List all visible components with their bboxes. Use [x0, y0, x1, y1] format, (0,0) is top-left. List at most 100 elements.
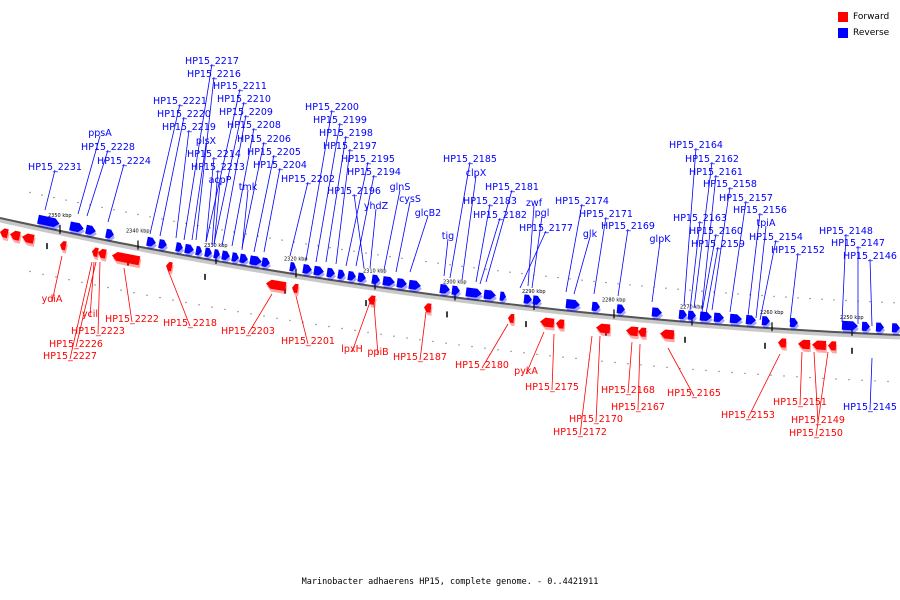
forward-gene-arrow: [626, 326, 639, 337]
leader-line: [213, 182, 221, 247]
forward-gene-arrow: [812, 340, 827, 350]
leader-line: [869, 357, 873, 411]
gene-label: HP15_2224: [97, 156, 151, 167]
scale-dot: [773, 295, 775, 298]
gene-label: lpxH: [341, 344, 362, 355]
scale-dot: [329, 247, 331, 249]
reverse-gene-arrow: [261, 257, 270, 267]
reverse-gene-arrow: [523, 294, 532, 304]
gene-label: ppiB: [367, 347, 388, 358]
scale-dot: [523, 352, 525, 354]
scale-dot: [593, 280, 595, 283]
scale-dot: [725, 292, 727, 294]
leader-line: [205, 88, 241, 243]
scale-dot: [406, 337, 408, 339]
scale-dot: [677, 288, 679, 290]
reverse-gene-arrow: [789, 317, 798, 328]
kbp-tick-label: 2250 kbp: [840, 315, 864, 321]
scale-dot: [848, 379, 850, 381]
scale-dot: [449, 264, 451, 266]
reverse-gene-arrow: [465, 287, 482, 298]
reverse-gene-arrow: [195, 245, 202, 256]
backbone-shadow: [0, 217, 900, 340]
scale-dot: [269, 237, 271, 239]
scale-dot: [107, 286, 109, 289]
leader-line: [481, 323, 509, 369]
scale-dot: [731, 371, 733, 374]
forward-gene-arrow: [596, 323, 611, 334]
scale-dot: [497, 349, 499, 351]
kbp-tick-label: 2330 kbp: [204, 243, 228, 249]
reverse-gene-arrow: [687, 310, 696, 320]
gene-label: HP15_2154: [749, 232, 803, 243]
gene-label: plsX: [196, 136, 217, 147]
gene-label: pykA: [514, 366, 538, 377]
gene-label: HP15_2182: [473, 210, 527, 221]
leader-line: [247, 293, 273, 335]
legend: Forward Reverse: [838, 9, 889, 41]
reverse-gene-arrow: [249, 255, 262, 266]
leader-line: [651, 241, 661, 303]
reverse-gene-arrow: [616, 304, 625, 314]
kbp-tick-label: 2290 kbp: [522, 289, 546, 295]
scale-dot: [146, 294, 148, 296]
scale-dot: [874, 380, 876, 382]
gene-label: HP15_2160: [689, 226, 743, 237]
leader-line: [711, 186, 731, 311]
leader-line: [395, 201, 411, 273]
scale-dot: [101, 206, 103, 209]
gene-label: HP15_2202: [281, 174, 335, 185]
gene-label: HP15_2170: [569, 414, 623, 425]
gene-label: tig: [442, 231, 454, 242]
scale-dot: [377, 254, 379, 256]
scale-dot: [557, 276, 559, 279]
leader-line: [44, 169, 56, 211]
scale-dot: [432, 340, 434, 343]
scale-dot: [305, 243, 307, 245]
leader-line: [531, 215, 543, 289]
reverse-gene-arrow: [678, 309, 687, 320]
scale-dot: [250, 313, 252, 315]
gene-label: HP15_2159: [691, 239, 745, 250]
scale-dot: [445, 342, 447, 344]
leader-line: [519, 230, 547, 289]
leader-line: [667, 347, 695, 397]
scale-dot: [29, 191, 31, 194]
gene-label: yhdZ: [364, 201, 389, 212]
gene-label: HP15_2153: [721, 410, 775, 421]
gene-label: HP15_2171: [579, 209, 633, 220]
gene-label: HP15_2187: [393, 352, 447, 363]
scale-dot: [161, 218, 163, 220]
forward-gene-arrow: [540, 317, 555, 328]
gene-label: HP15_2150: [789, 428, 843, 439]
leader-line: [705, 246, 719, 315]
scale-dot: [617, 283, 619, 285]
scale-dot: [149, 216, 151, 218]
scale-dot: [536, 353, 538, 355]
forward-gene-arrow: [166, 261, 173, 272]
leader-line: [97, 261, 101, 335]
scale-dot: [281, 239, 283, 241]
leader-line: [175, 129, 190, 239]
leader-line: [789, 252, 799, 323]
reverse-gene-arrow: [382, 276, 395, 287]
scale-dot: [665, 287, 667, 289]
gene-label: HP15_2209: [219, 107, 273, 118]
gene-label: HP15_2195: [341, 154, 395, 165]
scale-dot: [692, 368, 694, 371]
scale-dot: [473, 267, 475, 269]
scale-dot: [173, 220, 175, 222]
leader-line: [841, 233, 847, 323]
leader-line: [353, 193, 365, 269]
kbp-tick-label: 2270 kbp: [680, 304, 704, 310]
scale-dot: [521, 272, 523, 275]
reverse-gene-arrow: [357, 272, 366, 282]
scale-dot: [237, 311, 239, 313]
scale-dot: [822, 377, 824, 379]
scale-dot: [869, 301, 871, 303]
gene-label: HP15_2210: [217, 94, 271, 105]
leader-line: [747, 212, 761, 317]
leader-line: [449, 161, 471, 279]
scale-dot: [65, 199, 67, 201]
